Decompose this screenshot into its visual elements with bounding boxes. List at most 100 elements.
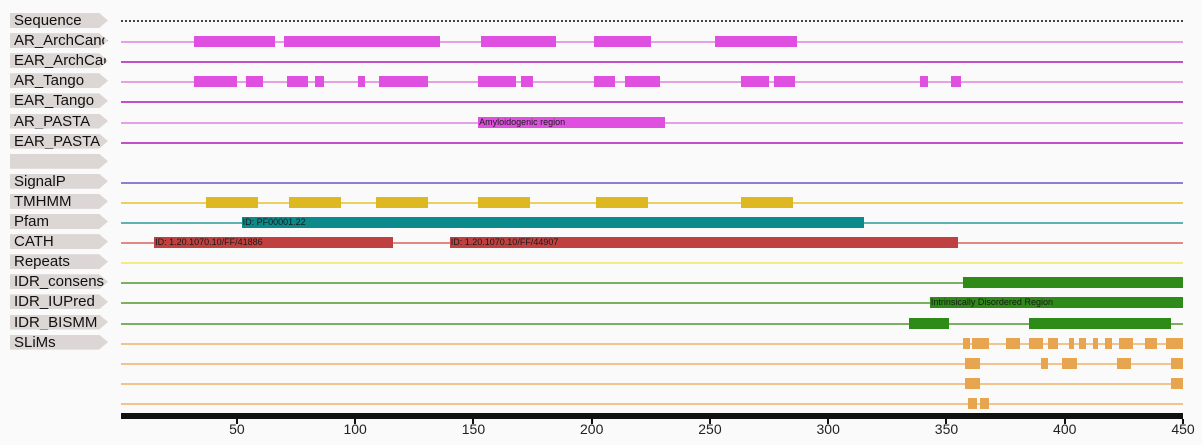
feature-slims[interactable]	[1029, 338, 1043, 349]
feature-slims[interactable]	[1145, 338, 1157, 349]
track-label-cath[interactable]: CATH	[10, 234, 108, 249]
track-line	[121, 323, 1183, 325]
track-label-signalp[interactable]: SignalP	[10, 174, 108, 189]
track-label-text: EAR_PASTA	[14, 132, 100, 151]
track-label-text: AR_Tango	[14, 71, 84, 90]
feature-slims[interactable]	[1166, 338, 1183, 349]
feature-tmhmm[interactable]	[289, 197, 341, 208]
feature-tmhmm[interactable]	[206, 197, 258, 208]
feature-slims[interactable]	[1048, 338, 1057, 349]
axis-tick-label: 200	[580, 421, 603, 437]
feature-ar_tango[interactable]	[246, 76, 263, 87]
track-label-text: Pfam	[14, 212, 49, 231]
track-label-ar_tango[interactable]: AR_Tango	[10, 73, 108, 88]
track-line	[121, 202, 1183, 204]
track-label-idr_iupred[interactable]: IDR_IUPred	[10, 294, 108, 309]
feature-slims[interactable]	[963, 338, 970, 349]
track-label-ear_tango[interactable]: EAR_Tango	[10, 93, 108, 108]
feature-idr_bismm[interactable]	[1029, 318, 1171, 329]
feature-ar_tango[interactable]	[741, 76, 769, 87]
feature-ar_tango[interactable]	[315, 76, 324, 87]
track-label-ar_archcandy[interactable]: AR_ArchCandy	[10, 33, 108, 48]
track-line	[121, 182, 1183, 184]
feature-tmhmm[interactable]	[596, 197, 648, 208]
feature-idr_bismm[interactable]	[909, 318, 949, 329]
feature-slims[interactable]	[1105, 338, 1112, 349]
track-line	[121, 101, 1183, 103]
feature-idr_consens[interactable]	[963, 277, 1183, 288]
track-label-text: AR_ArchCandy	[14, 31, 117, 50]
feature-ar_tango[interactable]	[594, 76, 615, 87]
feature-slims_4[interactable]	[968, 398, 977, 409]
feature-ar_tango[interactable]	[358, 76, 365, 87]
feature-slims_2[interactable]	[1117, 358, 1131, 369]
sequence-axis	[121, 413, 1183, 419]
track-label-text: Repeats	[14, 252, 70, 271]
axis-tick-label: 350	[935, 421, 958, 437]
feature-slims[interactable]	[1069, 338, 1074, 349]
track-label-text: CATH	[14, 232, 54, 251]
feature-ar_tango[interactable]	[625, 76, 660, 87]
track-line	[121, 363, 1183, 365]
track-label-pfam[interactable]: Pfam	[10, 214, 108, 229]
track-label-ear_archcandy[interactable]: EAR_ArchCandy	[10, 53, 108, 68]
axis-tick-label: 300	[817, 421, 840, 437]
feature-tmhmm[interactable]	[376, 197, 428, 208]
feature-slims_3[interactable]	[1171, 378, 1183, 389]
feature-ar_archcandy[interactable]	[715, 36, 798, 47]
feature-cath[interactable]: ID: 1.20.1070.10/FF/44907	[450, 237, 959, 248]
feature-slims[interactable]	[1119, 338, 1133, 349]
feature-slims[interactable]	[1006, 338, 1020, 349]
feature-label: ID: 1.20.1070.10/FF/44907	[451, 236, 559, 249]
feature-ar_archcandy[interactable]	[194, 36, 274, 47]
feature-ar_archcandy[interactable]	[284, 36, 440, 47]
feature-ar_tango[interactable]	[287, 76, 308, 87]
track-line	[121, 142, 1183, 144]
axis-tick-label: 250	[698, 421, 721, 437]
track-label-text: IDR_IUPred	[14, 292, 95, 311]
feature-slims[interactable]	[1093, 338, 1098, 349]
track-label-repeats[interactable]: Repeats	[10, 254, 108, 269]
track-label-slims[interactable]: SLiMs	[10, 335, 108, 350]
feature-slims_3[interactable]	[965, 378, 979, 389]
feature-ar_tango[interactable]	[478, 76, 516, 87]
feature-slims_4[interactable]	[980, 398, 989, 409]
feature-pfam[interactable]: ID: PF00001.22	[242, 217, 864, 228]
feature-ar_tango[interactable]	[194, 76, 237, 87]
feature-ar_archcandy[interactable]	[481, 36, 557, 47]
feature-slims_2[interactable]	[1062, 358, 1076, 369]
feature-ar_tango[interactable]	[521, 76, 533, 87]
track-label-ar_pasta[interactable]: AR_PASTA	[10, 114, 108, 129]
track-label-text: AR_PASTA	[14, 112, 90, 131]
track-line	[121, 41, 1183, 43]
feature-tmhmm[interactable]	[478, 197, 530, 208]
track-label-ear_pasta[interactable]: EAR_PASTA	[10, 134, 108, 149]
track-label-blank[interactable]	[10, 154, 108, 169]
feature-ar_pasta[interactable]: Amyloidogenic region	[478, 117, 665, 128]
feature-tmhmm[interactable]	[741, 197, 793, 208]
track-line	[121, 262, 1183, 264]
feature-ar_tango[interactable]	[774, 76, 795, 87]
track-label-sequence[interactable]: Sequence	[10, 13, 108, 28]
feature-slims_2[interactable]	[1171, 358, 1183, 369]
track-line	[121, 343, 1183, 345]
track-label-idr_bismm[interactable]: IDR_BISMM	[10, 315, 108, 330]
feature-ar_tango[interactable]	[379, 76, 429, 87]
feature-ar_tango[interactable]	[951, 76, 960, 87]
feature-slims_2[interactable]	[1041, 358, 1048, 369]
track-label-tmhmm[interactable]: TMHMM	[10, 194, 108, 209]
track-label-text: EAR_ArchCandy	[14, 51, 127, 70]
track-label-text: IDR_BISMM	[14, 313, 97, 332]
axis-tick-label: 400	[1053, 421, 1076, 437]
feature-slims[interactable]	[1079, 338, 1086, 349]
feature-slims[interactable]	[972, 338, 989, 349]
track-label-text: SLiMs	[14, 333, 56, 352]
feature-idr_iupred[interactable]: Intrinsically Disordered Region	[930, 297, 1183, 308]
feature-ar_archcandy[interactable]	[594, 36, 651, 47]
track-label-text: IDR_consens	[14, 272, 104, 291]
track-label-idr_consens[interactable]: IDR_consens	[10, 274, 108, 289]
feature-slims_2[interactable]	[965, 358, 979, 369]
feature-cath[interactable]: ID: 1.20.1070.10/FF/41886	[154, 237, 393, 248]
feature-ar_tango[interactable]	[920, 76, 927, 87]
